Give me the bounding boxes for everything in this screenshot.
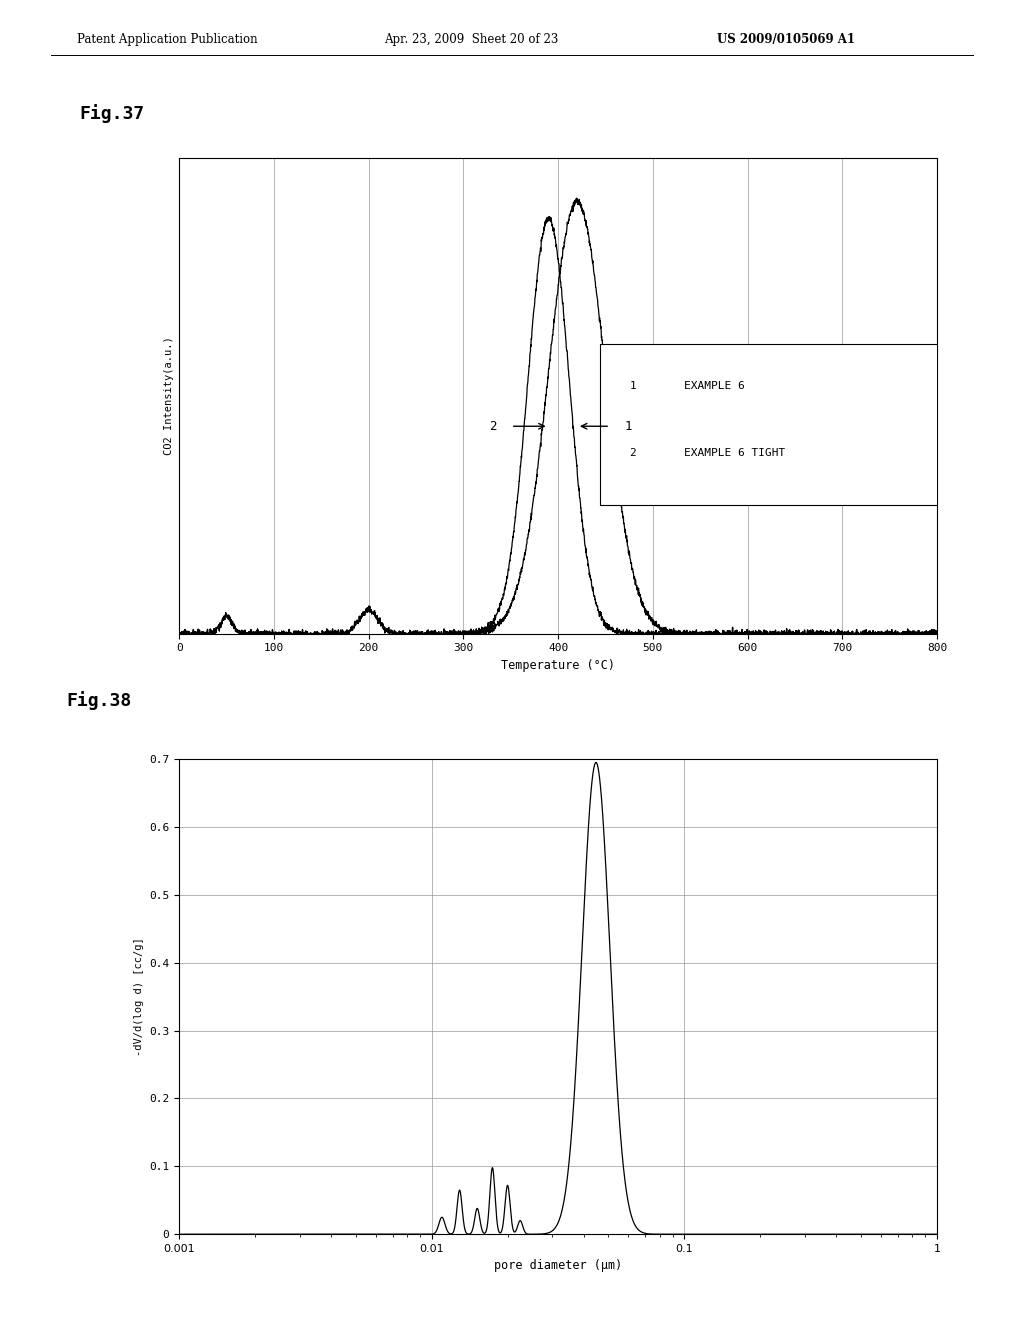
Text: 2       EXAMPLE 6 TIGHT: 2 EXAMPLE 6 TIGHT [630,447,785,458]
Text: 1       EXAMPLE 6: 1 EXAMPLE 6 [630,381,744,392]
Text: Fig.38: Fig.38 [67,692,132,710]
Text: Patent Application Publication: Patent Application Publication [77,33,257,46]
Y-axis label: CO2 Intensity(a.u.): CO2 Intensity(a.u.) [164,337,174,455]
Text: 2: 2 [489,420,497,433]
FancyBboxPatch shape [600,343,941,506]
X-axis label: Temperature (°C): Temperature (°C) [501,659,615,672]
Y-axis label: -dV/d(log d) [cc/g]: -dV/d(log d) [cc/g] [134,937,143,1056]
Text: 1: 1 [625,420,632,433]
Text: US 2009/0105069 A1: US 2009/0105069 A1 [717,33,855,46]
X-axis label: pore diameter (μm): pore diameter (μm) [494,1259,623,1272]
Text: Apr. 23, 2009  Sheet 20 of 23: Apr. 23, 2009 Sheet 20 of 23 [384,33,558,46]
Text: Fig.37: Fig.37 [80,104,145,123]
